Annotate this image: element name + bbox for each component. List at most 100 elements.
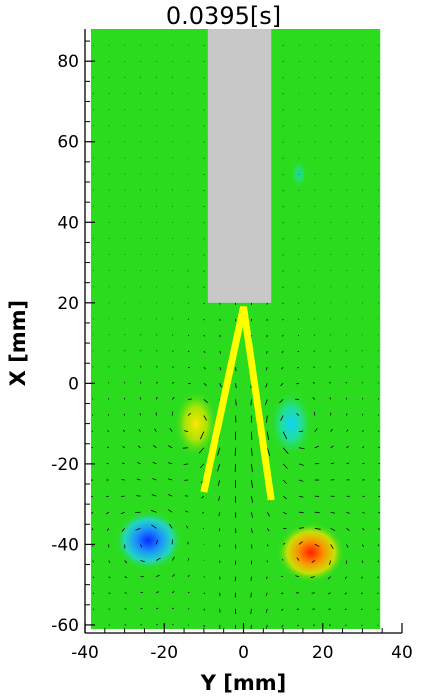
- velocity-vector: [297, 624, 300, 627]
- time-stamp: 0.0395[s]: [166, 2, 281, 30]
- velocity-vector: [156, 381, 158, 384]
- velocity-vector: [377, 414, 380, 416]
- y-tick-label: 0: [68, 374, 79, 394]
- velocity-vector: [171, 607, 174, 610]
- velocity-vector: [91, 528, 94, 531]
- velocity-vector: [201, 495, 205, 499]
- x-tick-label: -20: [150, 643, 178, 663]
- velocity-vector: [330, 527, 336, 532]
- velocity-vector: [346, 462, 350, 465]
- velocity-vector: [156, 574, 160, 577]
- velocity-vector: [152, 461, 157, 465]
- velocity-vector: [92, 592, 95, 594]
- velocity-vector: [91, 430, 94, 432]
- velocity-vector: [281, 624, 284, 628]
- vortex-core-1: [114, 510, 183, 571]
- y-axis-label: X [mm]: [6, 300, 30, 386]
- velocity-vector: [266, 512, 270, 517]
- velocity-vector: [378, 511, 381, 514]
- velocity-vector: [219, 351, 221, 354]
- velocity-vector: [298, 463, 304, 466]
- velocity-vector: [265, 592, 268, 597]
- velocity-vector: [282, 559, 284, 561]
- velocity-vector: [203, 415, 207, 421]
- velocity-vector: [282, 511, 287, 515]
- velocity-vector: [140, 560, 145, 563]
- velocity-vector: [330, 445, 334, 449]
- velocity-vector: [282, 542, 286, 545]
- velocity-vector: [251, 463, 253, 473]
- velocity-vector: [153, 445, 157, 449]
- velocity-vector: [282, 431, 288, 440]
- velocity-vector: [156, 366, 158, 368]
- velocity-vector: [139, 413, 141, 416]
- velocity-vector: [298, 527, 305, 529]
- velocity-vector: [377, 608, 379, 611]
- velocity-vector: [155, 396, 158, 400]
- velocity-vector: [235, 399, 237, 406]
- velocity-vector: [266, 415, 268, 423]
- velocity-vector: [345, 366, 347, 368]
- velocity-vector: [183, 430, 189, 433]
- velocity-vector: [251, 496, 254, 503]
- velocity-vector: [217, 447, 221, 456]
- velocity-vector: [122, 446, 125, 449]
- velocity-vector: [362, 462, 365, 465]
- velocity-vector: [167, 462, 173, 465]
- vortex-core-4: [269, 389, 314, 458]
- velocity-vector: [251, 447, 253, 457]
- velocity-vector: [362, 544, 364, 547]
- velocity-vector: [250, 608, 252, 615]
- velocity-vector: [312, 382, 315, 384]
- velocity-vector: [280, 383, 284, 387]
- velocity-vector: [265, 608, 268, 613]
- velocity-vector: [329, 397, 332, 400]
- y-tick-label: -20: [51, 455, 79, 475]
- velocity-vector: [203, 576, 205, 578]
- velocity-vector: [361, 624, 363, 626]
- velocity-vector: [156, 557, 161, 561]
- velocity-vector: [91, 511, 94, 514]
- velocity-vector: [121, 528, 125, 532]
- vortex-core-3: [173, 389, 218, 458]
- velocity-vector: [107, 430, 110, 432]
- velocity-vector: [150, 509, 157, 513]
- velocity-vector: [187, 318, 189, 320]
- velocity-vector: [346, 511, 350, 514]
- velocity-vector: [282, 334, 284, 337]
- velocity-vector: [187, 334, 190, 337]
- velocity-vector: [298, 318, 300, 320]
- velocity-vector: [120, 511, 125, 515]
- flame-tip-outline: [200, 306, 275, 501]
- velocity-vector: [151, 494, 157, 497]
- velocity-vector: [107, 414, 110, 416]
- velocity-vector: [330, 511, 335, 514]
- velocity-vector: [344, 608, 347, 611]
- velocity-vector: [314, 511, 320, 514]
- velocity-vector: [314, 445, 320, 449]
- velocity-vector: [198, 447, 205, 454]
- velocity-vector: [156, 591, 159, 594]
- velocity-vector: [199, 431, 205, 440]
- velocity-vector: [327, 576, 331, 580]
- velocity-vector: [92, 608, 95, 610]
- velocity-vector: [362, 413, 364, 416]
- velocity-vector: [296, 366, 300, 369]
- velocity-vector: [362, 511, 365, 514]
- velocity-vector: [314, 527, 321, 530]
- velocity-vector: [295, 575, 300, 578]
- velocity-vector: [137, 445, 141, 449]
- velocity-vector: [168, 445, 173, 449]
- velocity-vector: [151, 524, 157, 529]
- velocity-vector: [156, 623, 158, 626]
- velocity-vector: [152, 478, 157, 481]
- velocity-vector: [168, 478, 173, 481]
- velocity-vector: [106, 446, 109, 449]
- velocity-vector: [91, 414, 94, 416]
- velocity-vector: [203, 383, 207, 386]
- velocity-vector: [328, 608, 331, 610]
- velocity-vector: [296, 557, 300, 561]
- velocity-vector: [168, 494, 173, 497]
- velocity-vector: [378, 446, 380, 449]
- velocity-vector: [124, 576, 128, 579]
